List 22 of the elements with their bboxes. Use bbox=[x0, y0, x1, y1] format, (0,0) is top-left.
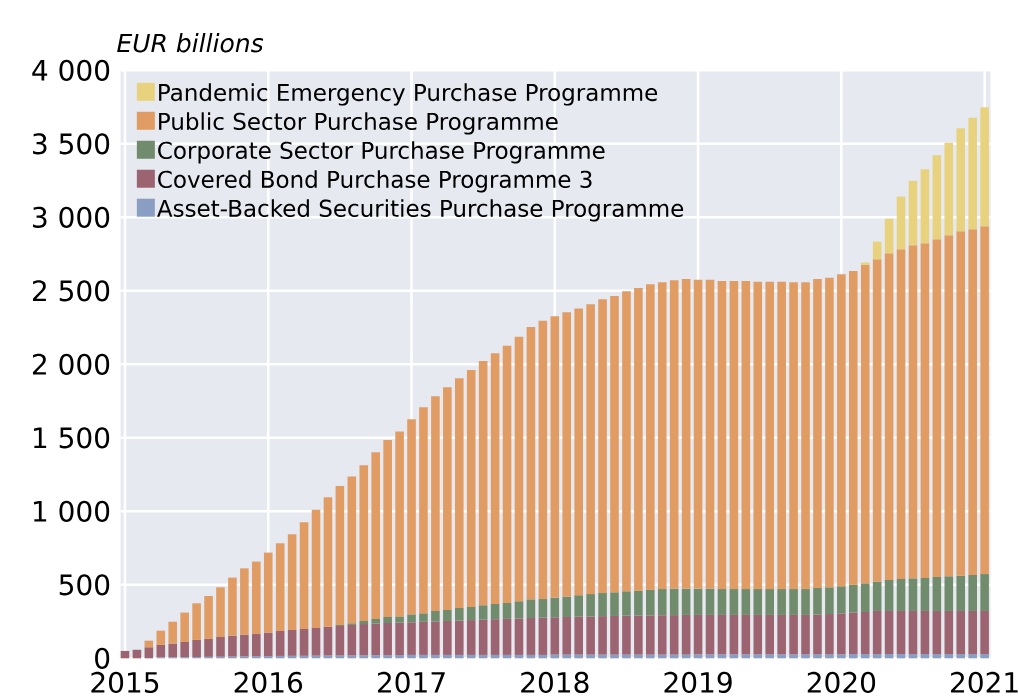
y-tick-label: 1 000 bbox=[33, 500, 110, 522]
x-tick-label: 2019 bbox=[664, 671, 732, 693]
x-tick-label: 2017 bbox=[377, 671, 445, 693]
y-tick-label: 1 500 bbox=[33, 427, 110, 449]
y-tick-label: 500 bbox=[59, 574, 110, 596]
x-tick-label: 2016 bbox=[234, 671, 303, 693]
x-tick-label: 2021 bbox=[951, 671, 1018, 693]
y-tick-label: 2 000 bbox=[32, 353, 110, 375]
x-tick-label: 2015 bbox=[91, 671, 159, 693]
legend-label: Corporate Sector Purchase Programme bbox=[158, 141, 605, 164]
legend-label: Public Sector Purchase Programme bbox=[159, 112, 558, 135]
y-tick-label: 3 000 bbox=[33, 206, 110, 228]
y-axis-title: EUR billions bbox=[117, 33, 264, 53]
x-tick-label: 2018 bbox=[521, 671, 589, 693]
y-tick-label: 4 000 bbox=[32, 59, 110, 81]
y-tick-label: 0 bbox=[95, 647, 110, 669]
x-tick-label: 2020 bbox=[807, 671, 876, 693]
legend-label: Covered Bond Purchase Programme 3 bbox=[158, 170, 592, 193]
y-tick-label: 2 500 bbox=[32, 280, 110, 302]
y-tick-label: 3 500 bbox=[33, 133, 110, 155]
legend-label: Pandemic Emergency Purchase Programme bbox=[159, 83, 658, 106]
legend-label: Asset-Backed Securities Purchase Programme bbox=[157, 199, 684, 222]
